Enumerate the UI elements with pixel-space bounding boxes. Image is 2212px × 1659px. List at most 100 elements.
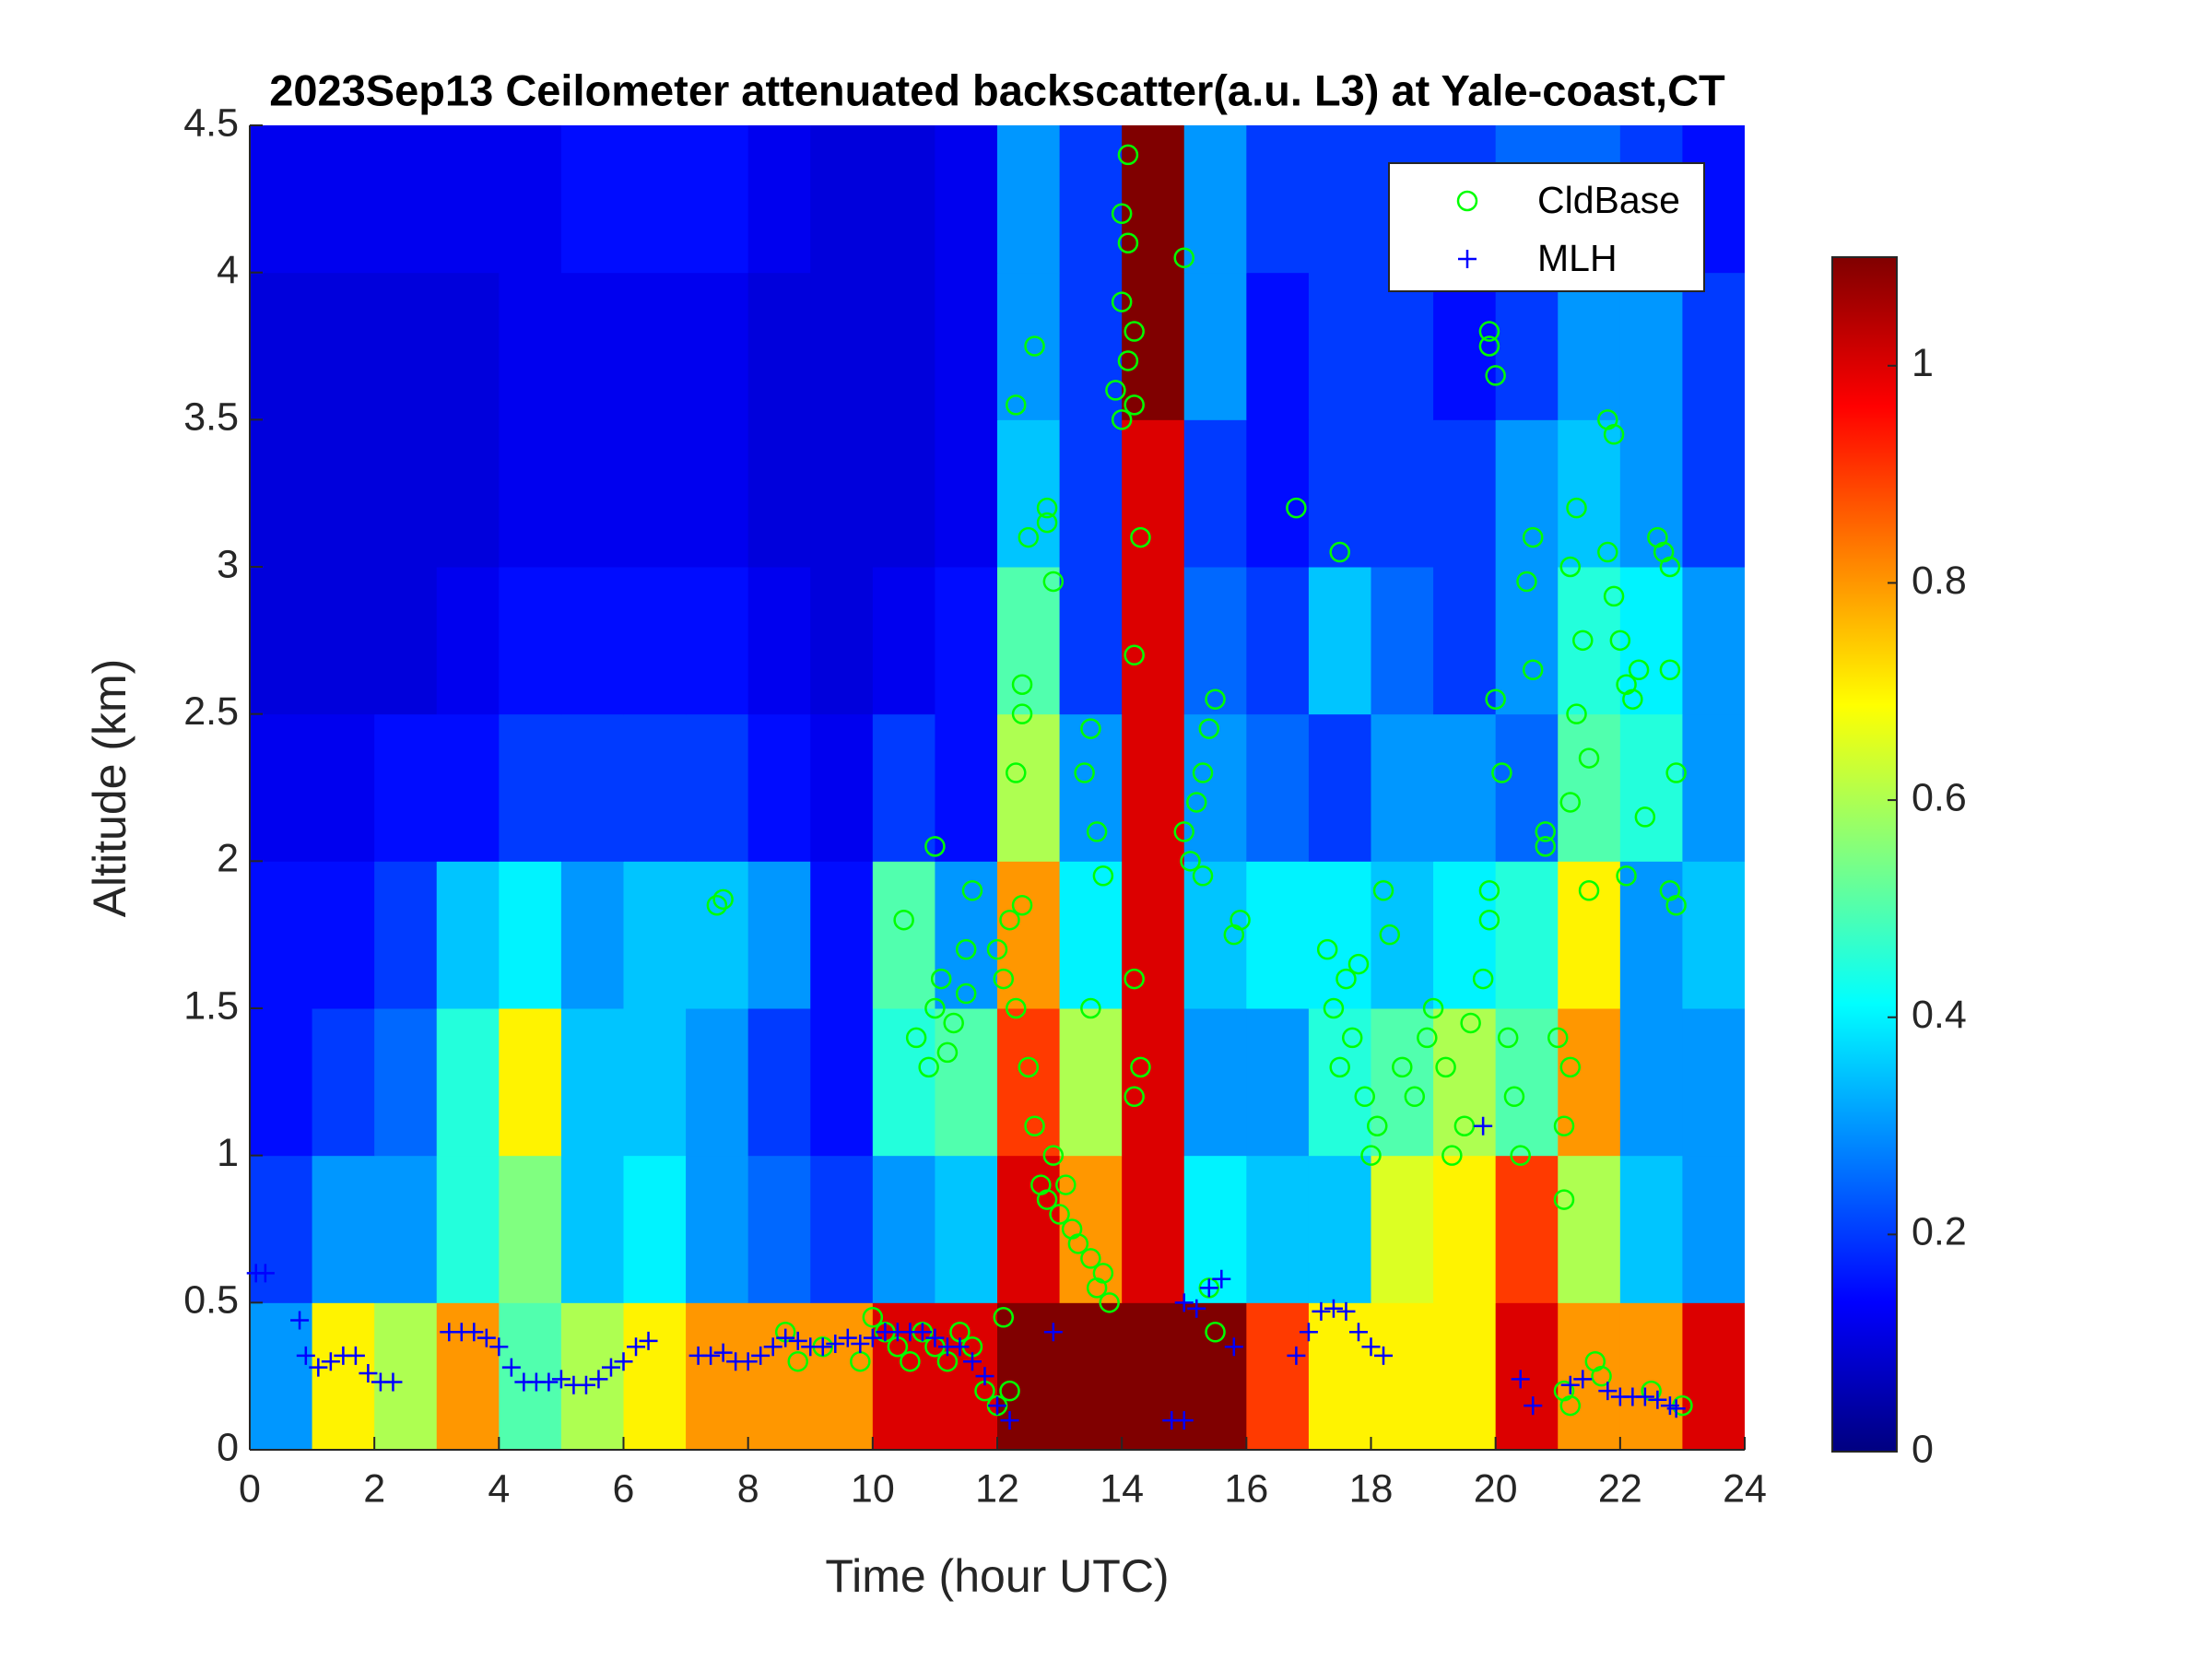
heat-cell (374, 272, 438, 420)
x-axis-label: Time (hour UTC) (825, 1550, 1169, 1602)
heat-cell (1682, 1155, 1745, 1303)
mlh-marker (826, 1335, 845, 1354)
cloud-base-marker (1347, 953, 1370, 975)
cloud-base-marker (1417, 1027, 1438, 1049)
heat-cell (872, 1155, 935, 1303)
mlh-marker (1000, 1411, 1019, 1430)
heat-cell (560, 272, 624, 420)
heat-cell (1433, 1155, 1497, 1303)
heat-cell (499, 1008, 562, 1157)
cloud-base-marker (1435, 1056, 1456, 1078)
cloud-base-marker (1341, 1027, 1363, 1049)
cloud-base-marker (1006, 394, 1027, 416)
mlh-marker (614, 1352, 633, 1371)
cloud-base-marker (1372, 880, 1394, 901)
heat-cell (1495, 1008, 1559, 1157)
cloud-base-marker (1092, 1263, 1114, 1284)
cloud-base-marker (943, 1012, 964, 1034)
heat-cell (686, 567, 749, 715)
heat-cell (436, 1302, 500, 1450)
heat-cell (1308, 419, 1371, 568)
cloud-base-marker (1180, 851, 1201, 872)
mlh-marker (1458, 250, 1477, 268)
heat-cell (1308, 125, 1371, 274)
mlh-marker (1287, 1346, 1306, 1365)
heat-cell (1122, 567, 1185, 715)
heat-cell (1682, 419, 1745, 568)
heat-cell (747, 1302, 811, 1450)
cloud-base-marker (1665, 894, 1687, 916)
y-axis-label: Altitude (km) (84, 659, 135, 918)
cloud-base-marker (1117, 350, 1139, 371)
cloud-base-marker (1553, 1115, 1575, 1136)
heat-cell (250, 861, 313, 1009)
mlh-marker (1212, 1269, 1231, 1288)
cloud-base-marker (905, 1027, 927, 1049)
heat-cell (250, 1302, 313, 1450)
heat-cell (810, 1302, 874, 1450)
heat-cell (1558, 1008, 1621, 1157)
cloud-base-marker (1186, 792, 1207, 813)
heat-cell (1183, 567, 1247, 715)
heat-cell (1495, 419, 1559, 568)
cloud-base-marker (1092, 865, 1114, 887)
cloud-base-marker (993, 1307, 1015, 1328)
heat-cell (872, 272, 935, 420)
cloud-base-marker (1516, 571, 1537, 593)
cloud-base-marker (1404, 1086, 1426, 1108)
heat-cell (623, 1302, 687, 1450)
heat-cell (560, 419, 624, 568)
cloud-base-marker (1559, 556, 1582, 578)
heat-cell (1619, 1008, 1683, 1157)
x-tick-label: 18 (1349, 1466, 1394, 1511)
cloud-base-marker (1591, 1365, 1612, 1387)
cloud-base-marker (1478, 335, 1500, 357)
cloud-base-marker (1329, 1056, 1350, 1078)
y-tick-label: 3 (217, 542, 239, 586)
heat-cell (312, 861, 375, 1009)
heat-cell (747, 272, 811, 420)
cloud-base-marker (1329, 541, 1350, 563)
mlh-marker (383, 1372, 403, 1392)
heat-cell (1246, 419, 1310, 568)
heat-cell (1246, 861, 1310, 1009)
heat-cell (250, 125, 313, 274)
heat-cell (436, 567, 500, 715)
cloud-base-marker (1535, 821, 1556, 842)
cloud-base-marker (924, 997, 946, 1019)
heat-cell (623, 125, 687, 274)
heat-cell (1308, 713, 1371, 862)
heat-cell (686, 1155, 749, 1303)
colorbar-scale (1831, 256, 1898, 1453)
cloud-base-marker (1080, 718, 1101, 739)
cloud-base-marker (1124, 1086, 1145, 1108)
heat-cell (1371, 1155, 1434, 1303)
heat-cell (1619, 419, 1683, 568)
heat-cell (1619, 272, 1683, 420)
mlh-marker (601, 1358, 620, 1377)
cloud-base-marker (1472, 968, 1494, 990)
heat-cell (1059, 1008, 1123, 1157)
heat-cell (997, 419, 1061, 568)
mlh-marker (962, 1352, 982, 1371)
heat-cell (1122, 1155, 1185, 1303)
cloud-base-marker (1198, 718, 1220, 739)
mlh-marker (1573, 1370, 1593, 1389)
heat-cell (374, 1155, 438, 1303)
cloud-base-marker (1055, 1174, 1077, 1195)
heat-cell (686, 125, 749, 274)
y-tick-label: 4 (217, 248, 239, 292)
heat-cell (1558, 272, 1621, 420)
x-tick-label: 20 (1474, 1466, 1518, 1511)
cloud-base-marker (1173, 821, 1194, 842)
cloud-base-marker (1049, 1204, 1070, 1225)
cloud-base-marker (1460, 1012, 1481, 1034)
mlh-marker (1187, 1299, 1206, 1318)
cloud-base-marker (1099, 1292, 1120, 1313)
colorbar-tick-label: 0.6 (1912, 775, 1967, 819)
heat-cell (872, 713, 935, 862)
cloud-base-marker (1522, 659, 1544, 681)
cloud-base-marker (1124, 394, 1145, 416)
heat-cell (312, 1302, 375, 1450)
heat-cell (935, 1155, 998, 1303)
